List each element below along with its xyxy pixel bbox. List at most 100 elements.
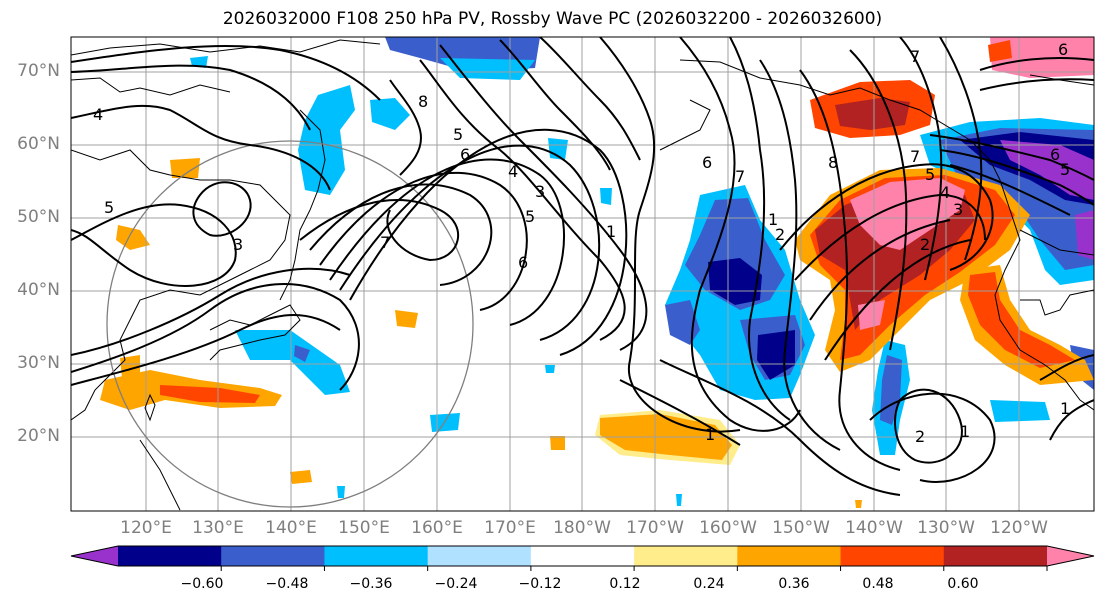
contour-label: 5 xyxy=(453,125,463,144)
colorbar-tick-label: 0.60 xyxy=(947,576,979,592)
lon-label: 180°W xyxy=(553,518,611,538)
anomaly-fills xyxy=(100,37,1094,508)
lon-label: 160°W xyxy=(699,518,757,538)
positive-anomaly-region xyxy=(170,158,200,178)
lon-label: 150°E xyxy=(338,518,390,538)
negative-anomaly-region xyxy=(545,365,555,373)
contour-label: 1 xyxy=(705,425,715,444)
contour-label: 6 xyxy=(1058,40,1068,59)
colorbar-tick-label: 0.12 xyxy=(609,576,641,592)
negative-anomaly-region xyxy=(235,330,350,395)
negative-anomaly-region xyxy=(600,188,612,205)
pv-contours xyxy=(71,37,1094,496)
lon-label: 160°E xyxy=(411,518,463,538)
contour-label: 1 xyxy=(606,222,616,241)
contour-label: 5 xyxy=(104,198,114,217)
contour-label: 4 xyxy=(93,105,103,124)
contour-label: 2 xyxy=(915,427,925,446)
lat-label: 50°N xyxy=(17,207,60,227)
lat-label: 20°N xyxy=(17,426,60,446)
contour-labels: 4 5 3 8 7 6 5 4 3 5 6 1 7 6 8 7 5 4 3 2 … xyxy=(93,40,1070,446)
contour-label: 3 xyxy=(535,182,545,201)
colorbar-segment xyxy=(530,546,635,566)
contour-label: 2 xyxy=(775,225,785,244)
contour-label: 6 xyxy=(460,145,470,164)
contour-label: 1 xyxy=(1060,399,1070,418)
contour-label: 7 xyxy=(380,233,390,252)
negative-anomaly-region xyxy=(370,98,410,130)
lon-label: 140°W xyxy=(845,518,903,538)
colorbar-segment xyxy=(221,546,325,566)
contour-label: 7 xyxy=(910,47,920,66)
contour-label: 5 xyxy=(1060,160,1070,179)
lon-label: 170°W xyxy=(626,518,684,538)
lon-label: 150°W xyxy=(772,518,830,538)
contour-label: 3 xyxy=(233,235,243,254)
lat-label: 40°N xyxy=(17,280,60,300)
lon-label: 170°E xyxy=(484,518,536,538)
contour-label: 5 xyxy=(525,207,535,226)
positive-anomaly-region xyxy=(855,500,862,508)
positive-anomaly-region xyxy=(395,310,418,328)
contour-label: 8 xyxy=(418,92,428,111)
positive-anomaly-region xyxy=(120,355,140,378)
positive-anomaly-region xyxy=(835,98,910,130)
colorbar-outline xyxy=(70,545,1095,567)
contour-label: 2 xyxy=(920,235,930,254)
contour-label: 6 xyxy=(1050,145,1060,164)
colorbar-segment xyxy=(840,546,945,566)
contour-label: 4 xyxy=(508,162,518,181)
colorbar-segment xyxy=(324,546,429,566)
contour-label: 1 xyxy=(960,422,970,441)
negative-anomaly-region xyxy=(294,345,310,362)
positive-anomaly-region xyxy=(988,40,1012,62)
colorbar-tick-label: 0.48 xyxy=(862,576,894,592)
negative-anomaly-region xyxy=(337,486,345,498)
negative-anomaly-region xyxy=(1000,140,1094,200)
contour-label: 7 xyxy=(735,167,745,186)
colorbar-tick-label: −0.24 xyxy=(434,576,478,592)
colorbar-tick-label: −0.36 xyxy=(349,576,393,592)
contour-label: 7 xyxy=(910,147,920,166)
colorbar-tick-label: 0.36 xyxy=(778,576,810,592)
negative-anomaly-region xyxy=(676,494,682,506)
colorbar-segment xyxy=(737,546,842,566)
positive-anomaly-region xyxy=(160,385,260,403)
colorbar xyxy=(70,545,1095,571)
contour-label: 6 xyxy=(518,253,528,272)
coastlines xyxy=(71,39,1094,511)
colorbar-tick-label: −0.12 xyxy=(518,576,562,592)
colorbar-segment xyxy=(634,546,738,566)
negative-anomaly-region xyxy=(990,400,1050,422)
colorbar-tick-label: 0.24 xyxy=(693,576,725,592)
lon-label: 120°W xyxy=(990,518,1048,538)
colorbar-extend-max xyxy=(1047,546,1094,566)
colorbar-tick-label: −0.60 xyxy=(180,576,224,592)
colorbar-extend-min xyxy=(71,546,118,566)
analysis-radius-circle xyxy=(106,140,474,508)
negative-anomaly-region xyxy=(548,138,568,160)
map-title: 2026032000 F108 250 hPa PV, Rossby Wave … xyxy=(222,9,883,29)
colorbar-segment xyxy=(943,546,1048,566)
contour-label: 6 xyxy=(702,153,712,172)
contour-label: 8 xyxy=(828,153,838,172)
lon-label: 120°E xyxy=(120,518,172,538)
positive-anomaly-region xyxy=(290,470,312,484)
lon-label: 140°E xyxy=(265,518,317,538)
contour-label: 3 xyxy=(953,200,963,219)
lat-label: 30°N xyxy=(17,353,60,373)
lat-label: 70°N xyxy=(17,61,60,81)
colorbar-tick-label: −0.48 xyxy=(265,576,309,592)
lon-label: 130°W xyxy=(917,518,975,538)
negative-anomaly-region xyxy=(1075,210,1094,260)
contour-label: 1 xyxy=(768,210,778,229)
contour-label: 5 xyxy=(925,165,935,184)
negative-anomaly-region xyxy=(708,258,762,305)
lat-label: 60°N xyxy=(17,134,60,154)
lon-label: 130°E xyxy=(192,518,244,538)
positive-anomaly-region xyxy=(550,436,565,450)
colorbar-segment xyxy=(118,546,222,566)
colorbar-segment xyxy=(427,546,532,566)
contour-label: 4 xyxy=(940,183,950,202)
